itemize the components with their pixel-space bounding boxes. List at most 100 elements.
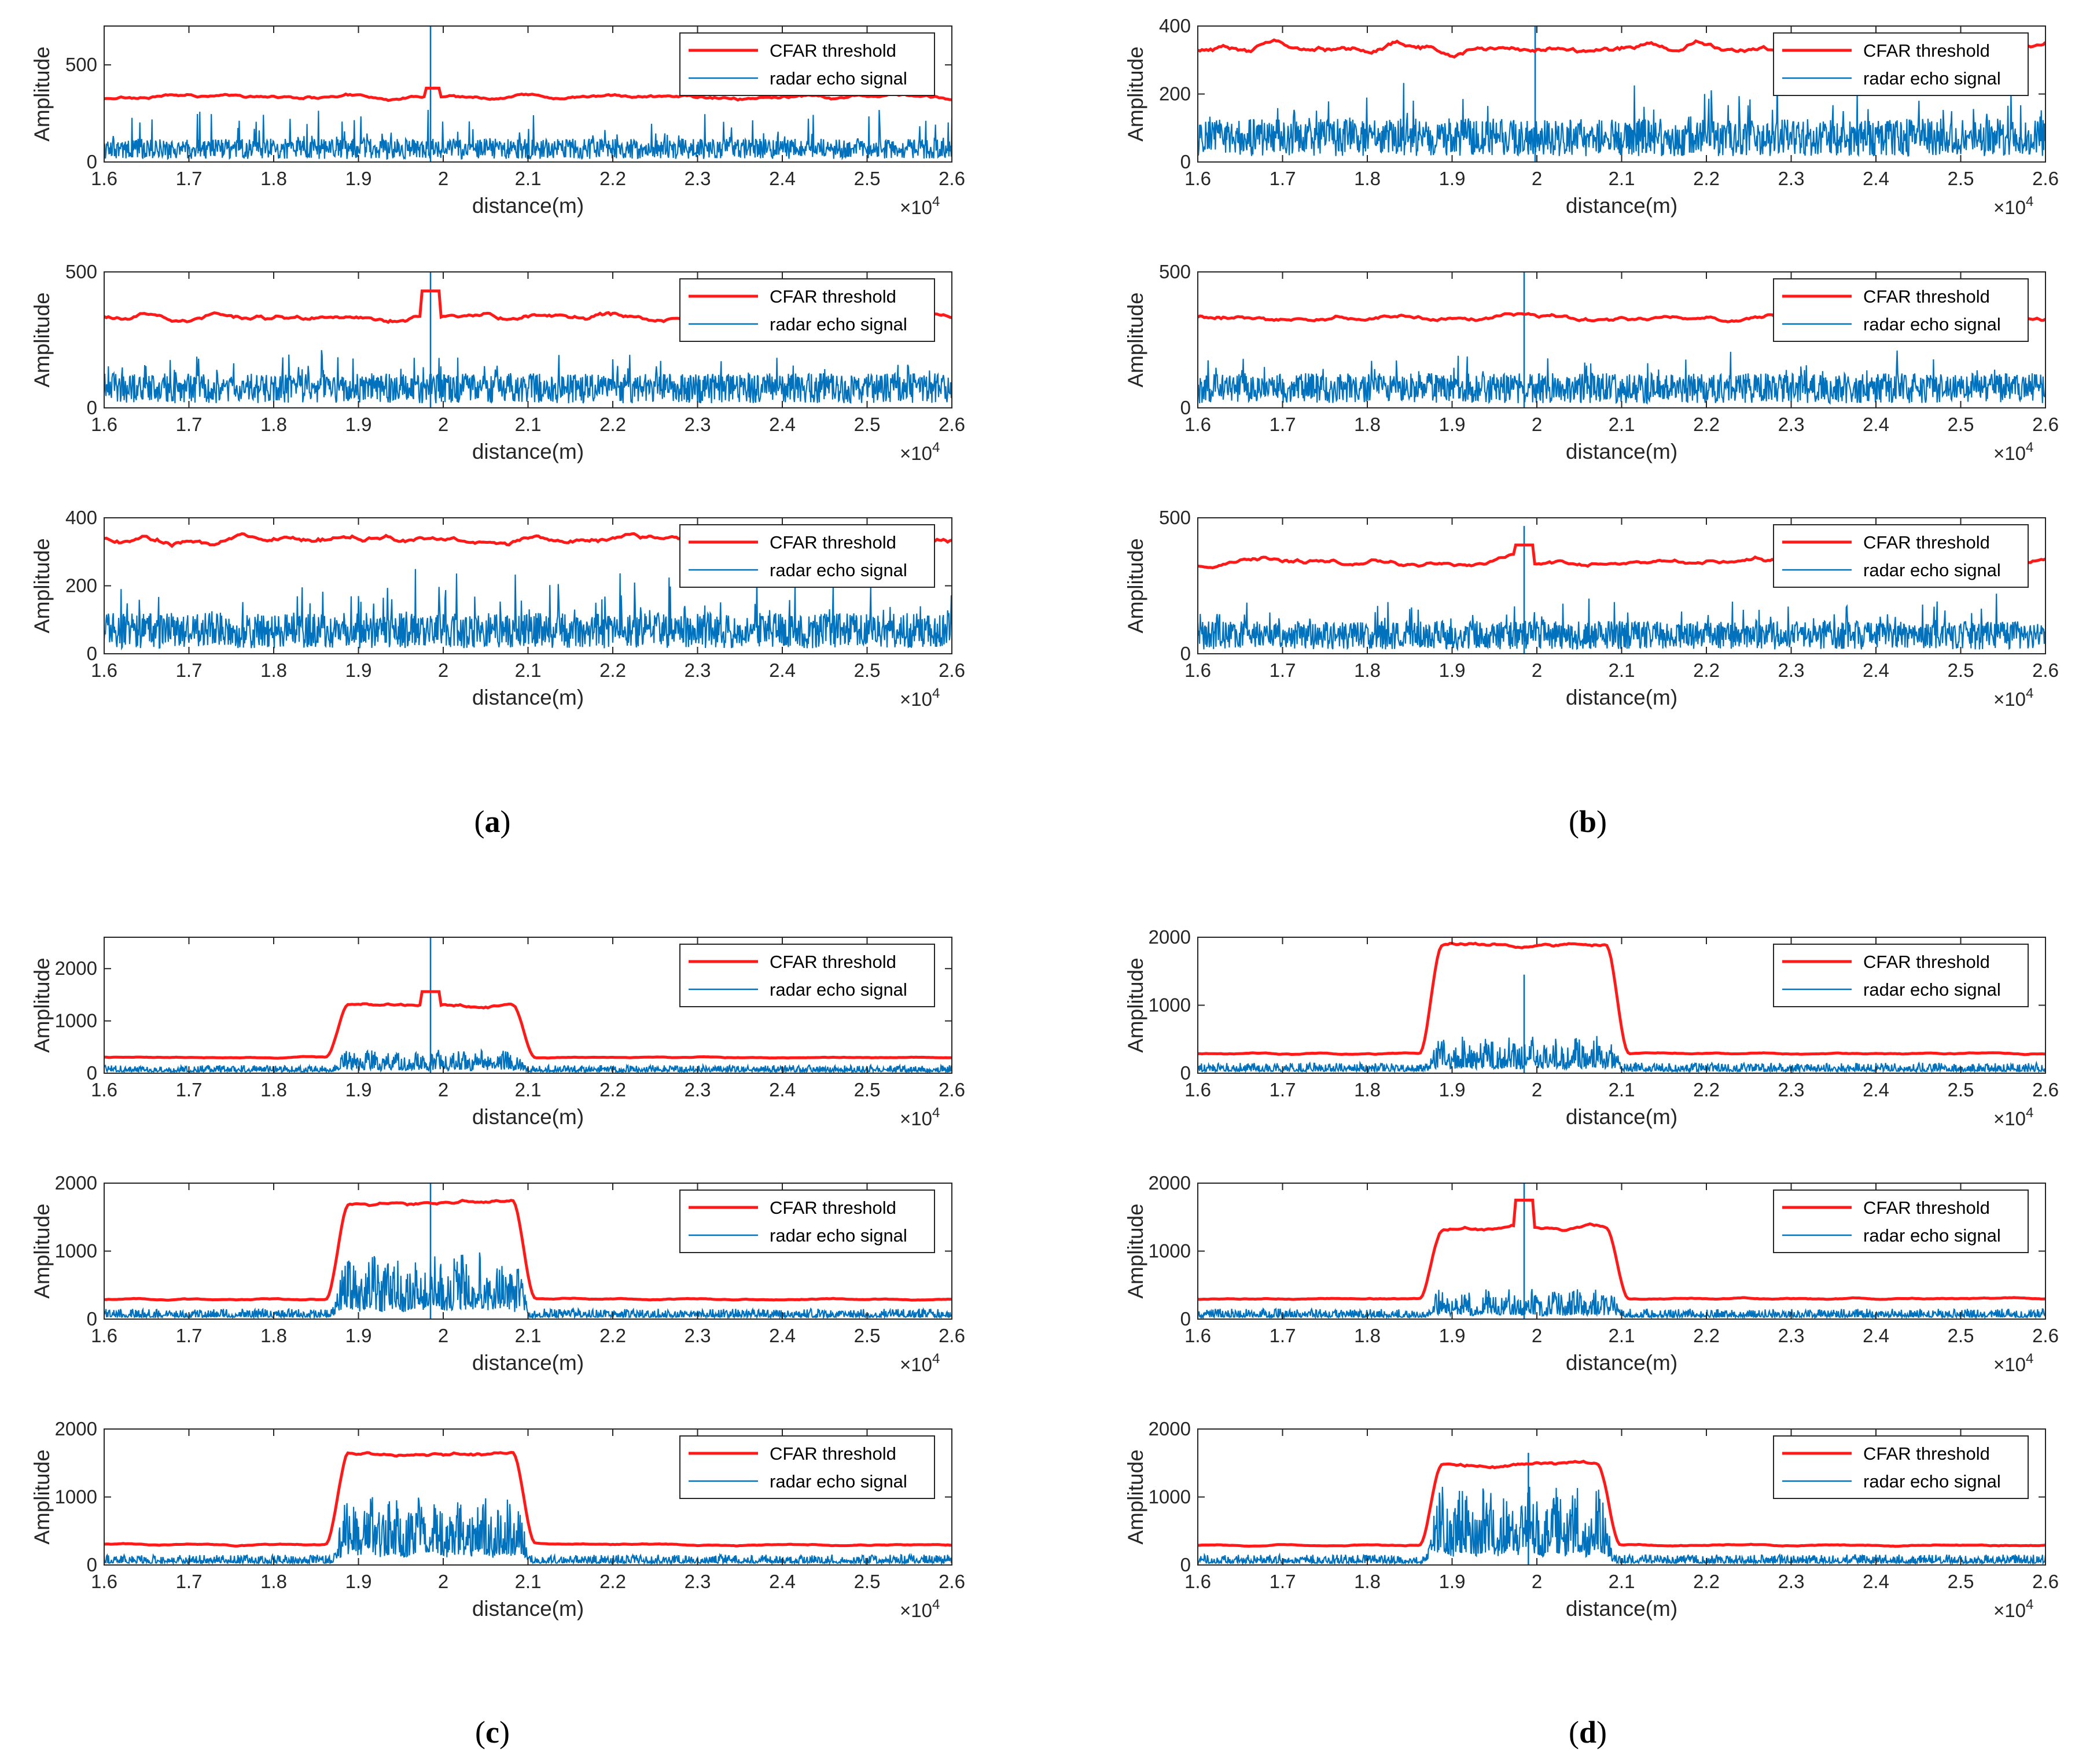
x-tick-label: 2.4: [1863, 1571, 1889, 1592]
x-tick-label: 1.8: [260, 168, 287, 189]
x-tick-label: 2.3: [1778, 1079, 1805, 1100]
subplot-a2: 1.6 1.7 1.8 1.9 2 2.1 2.2 2.3 2.4 2.5 2.6 0 500 ×104 d…: [30, 261, 965, 464]
cfar-threshold-line: [104, 990, 952, 1060]
x-axis-title: distance(m): [1566, 440, 1677, 463]
y-axis-title: Amplitude: [30, 1203, 54, 1299]
x-tick-label: 1.7: [176, 168, 203, 189]
x-tick-label: 2.1: [1609, 660, 1635, 681]
x-tick-label: 2.4: [769, 1079, 796, 1100]
x-tick-label: 1.6: [91, 168, 117, 189]
legend-signal-label: radar echo signal: [1863, 1225, 2001, 1246]
subplot-b1: 1.6 1.7 1.8 1.9 2 2.1 2.2 2.3 2.4 2.5 2.6 0 200 400 ×1…: [1124, 15, 2059, 218]
x-tick-label: 2.3: [685, 1325, 711, 1346]
x-tick-label: 1.7: [176, 1079, 203, 1100]
x-axis-title: distance(m): [1566, 686, 1677, 709]
subplot-b3: 1.6 1.7 1.8 1.9 2 2.1 2.2 2.3 2.4 2.5 2.6 0 500 ×104 d…: [1124, 507, 2059, 710]
x-tick-label: 2: [438, 168, 448, 189]
x-tick-label: 2.2: [1693, 168, 1720, 189]
x-tick-label: 2.4: [1863, 660, 1889, 681]
x-exponent-label: ×104: [900, 686, 940, 710]
x-tick-label: 1.8: [1354, 1325, 1381, 1346]
y-axis-title: Amplitude: [30, 538, 54, 634]
y-tick-label: 1000: [1149, 995, 1191, 1016]
x-tick-label: 2.6: [2032, 660, 2059, 681]
y-tick-label: 500: [1159, 507, 1191, 528]
x-tick-label: 2: [1532, 1325, 1542, 1346]
x-exponent-base: ×10: [1993, 1600, 2026, 1621]
legend-box: [679, 32, 935, 96]
x-tick-label: 2.5: [854, 660, 881, 681]
x-tick-label: 1.6: [1184, 1079, 1211, 1100]
y-tick-label: 1000: [1149, 1240, 1191, 1262]
x-tick-label: 1.8: [1354, 168, 1381, 189]
x-tick-label: 1.7: [176, 414, 203, 435]
y-tick-label: 1000: [55, 1240, 97, 1262]
legend-signal-label: radar echo signal: [770, 979, 907, 1000]
x-exponent-base: ×10: [900, 1108, 932, 1129]
cfar-threshold-line: [104, 1450, 952, 1548]
x-exponent-label: ×104: [1993, 194, 2033, 218]
x-exponent-base: ×10: [1993, 688, 2026, 710]
x-axis-title: distance(m): [1566, 1105, 1677, 1129]
x-exponent-label: ×104: [900, 1597, 940, 1621]
x-tick-label: 2.6: [2032, 1325, 2059, 1346]
x-tick-label: 1.6: [1184, 414, 1211, 435]
x-tick-label: 2.3: [1778, 1571, 1805, 1592]
legend-threshold-label: CFAR threshold: [770, 1198, 896, 1218]
x-tick-label: 2: [1532, 168, 1542, 189]
x-exponent-power: 4: [2026, 440, 2033, 455]
subplot-b2: 1.6 1.7 1.8 1.9 2 2.1 2.2 2.3 2.4 2.5 2.6 0 500 ×104 d…: [1124, 261, 2059, 464]
y-tick-label: 0: [87, 1062, 97, 1084]
x-exponent-base: ×10: [900, 443, 932, 464]
x-tick-label: 1.6: [91, 1571, 117, 1592]
x-tick-label: 2.1: [515, 660, 542, 681]
radar-echo-signal-line: [104, 569, 952, 651]
x-tick-label: 2.1: [1609, 1325, 1635, 1346]
x-tick-label: 2.3: [685, 660, 711, 681]
x-tick-label: 2: [438, 1571, 448, 1592]
x-tick-label: 2.6: [2032, 1079, 2059, 1100]
radar-echo-signal-line: [1198, 350, 2045, 405]
x-tick-label: 2.5: [854, 1571, 881, 1592]
caption-d: (d): [1569, 1715, 1607, 1750]
x-tick-label: 2: [438, 1325, 448, 1346]
x-axis-title: distance(m): [472, 1597, 584, 1621]
x-axis-title: distance(m): [472, 1105, 584, 1129]
x-tick-label: 2.5: [1948, 1571, 1974, 1592]
x-tick-label: 1.8: [260, 414, 287, 435]
y-axis-title: Amplitude: [1124, 292, 1147, 388]
x-tick-label: 2.2: [599, 1571, 626, 1592]
x-tick-label: 2.6: [2032, 414, 2059, 435]
cfar-threshold-line: [1198, 1198, 2045, 1301]
y-tick-label: 0: [1180, 1062, 1191, 1084]
caption-a: (a): [474, 804, 511, 839]
x-tick-label: 1.8: [1354, 1571, 1381, 1592]
x-tick-label: 2.5: [1948, 168, 1974, 189]
x-tick-label: 2: [1532, 414, 1542, 435]
y-axis-title: Amplitude: [1124, 538, 1147, 634]
x-axis-title: distance(m): [1566, 1597, 1677, 1621]
legend-signal-label: radar echo signal: [1863, 68, 2001, 89]
x-exponent-label: ×104: [900, 1105, 940, 1129]
x-tick-label: 1.9: [1439, 414, 1466, 435]
x-tick-label: 2.6: [939, 414, 965, 435]
x-tick-label: 1.8: [1354, 1079, 1381, 1100]
x-exponent-label: ×104: [900, 1351, 940, 1375]
x-tick-label: 1.9: [345, 660, 372, 681]
x-tick-label: 2.2: [599, 660, 626, 681]
x-tick-label: 1.7: [1270, 1325, 1296, 1346]
x-tick-label: 2: [438, 414, 448, 435]
legend-threshold-label: CFAR threshold: [770, 286, 896, 307]
legend-signal-label: radar echo signal: [770, 560, 907, 580]
y-tick-label: 0: [1180, 643, 1191, 664]
subplot-a3: 1.6 1.7 1.8 1.9 2 2.1 2.2 2.3 2.4 2.5 2.6 0 200 400 ×1…: [30, 507, 965, 710]
x-exponent-label: ×104: [900, 440, 940, 464]
x-exponent-label: ×104: [1993, 1105, 2033, 1129]
x-tick-label: 1.7: [1270, 660, 1296, 681]
x-tick-label: 2.2: [1693, 660, 1720, 681]
x-tick-label: 1.9: [345, 1571, 372, 1592]
legend-signal-label: radar echo signal: [770, 68, 907, 89]
x-tick-label: 2: [438, 1079, 448, 1100]
legend-signal-label: radar echo signal: [1863, 1471, 2001, 1492]
x-tick-label: 2.5: [1948, 414, 1974, 435]
